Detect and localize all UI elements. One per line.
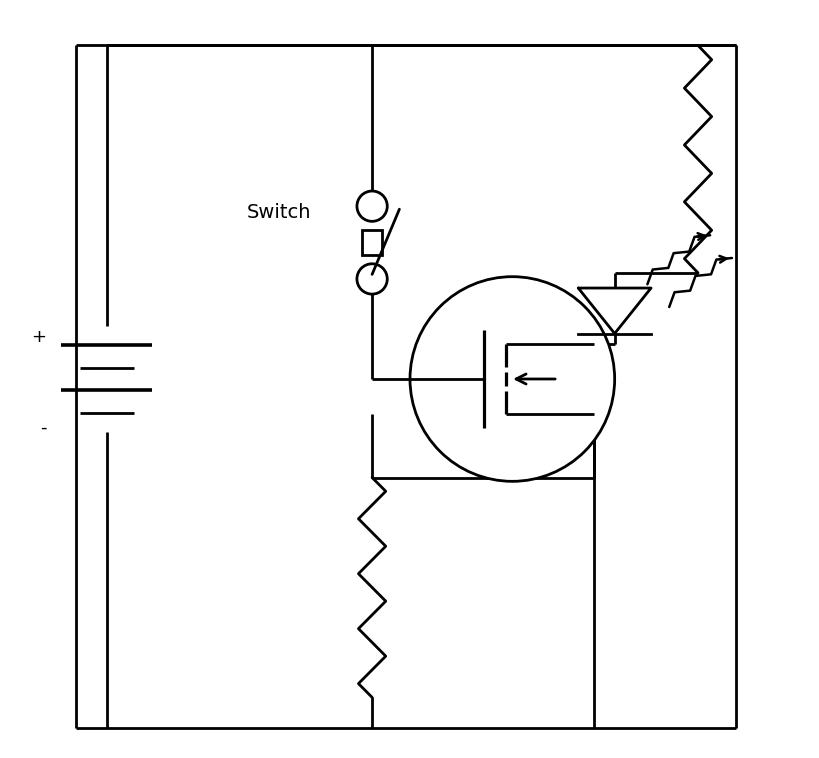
Bar <box>362 230 382 255</box>
Text: +: + <box>31 327 46 346</box>
Circle shape <box>356 264 387 294</box>
Text: Switch: Switch <box>247 202 311 222</box>
Polygon shape <box>577 288 650 334</box>
Text: -: - <box>39 419 46 437</box>
Circle shape <box>410 277 614 481</box>
Circle shape <box>356 191 387 221</box>
